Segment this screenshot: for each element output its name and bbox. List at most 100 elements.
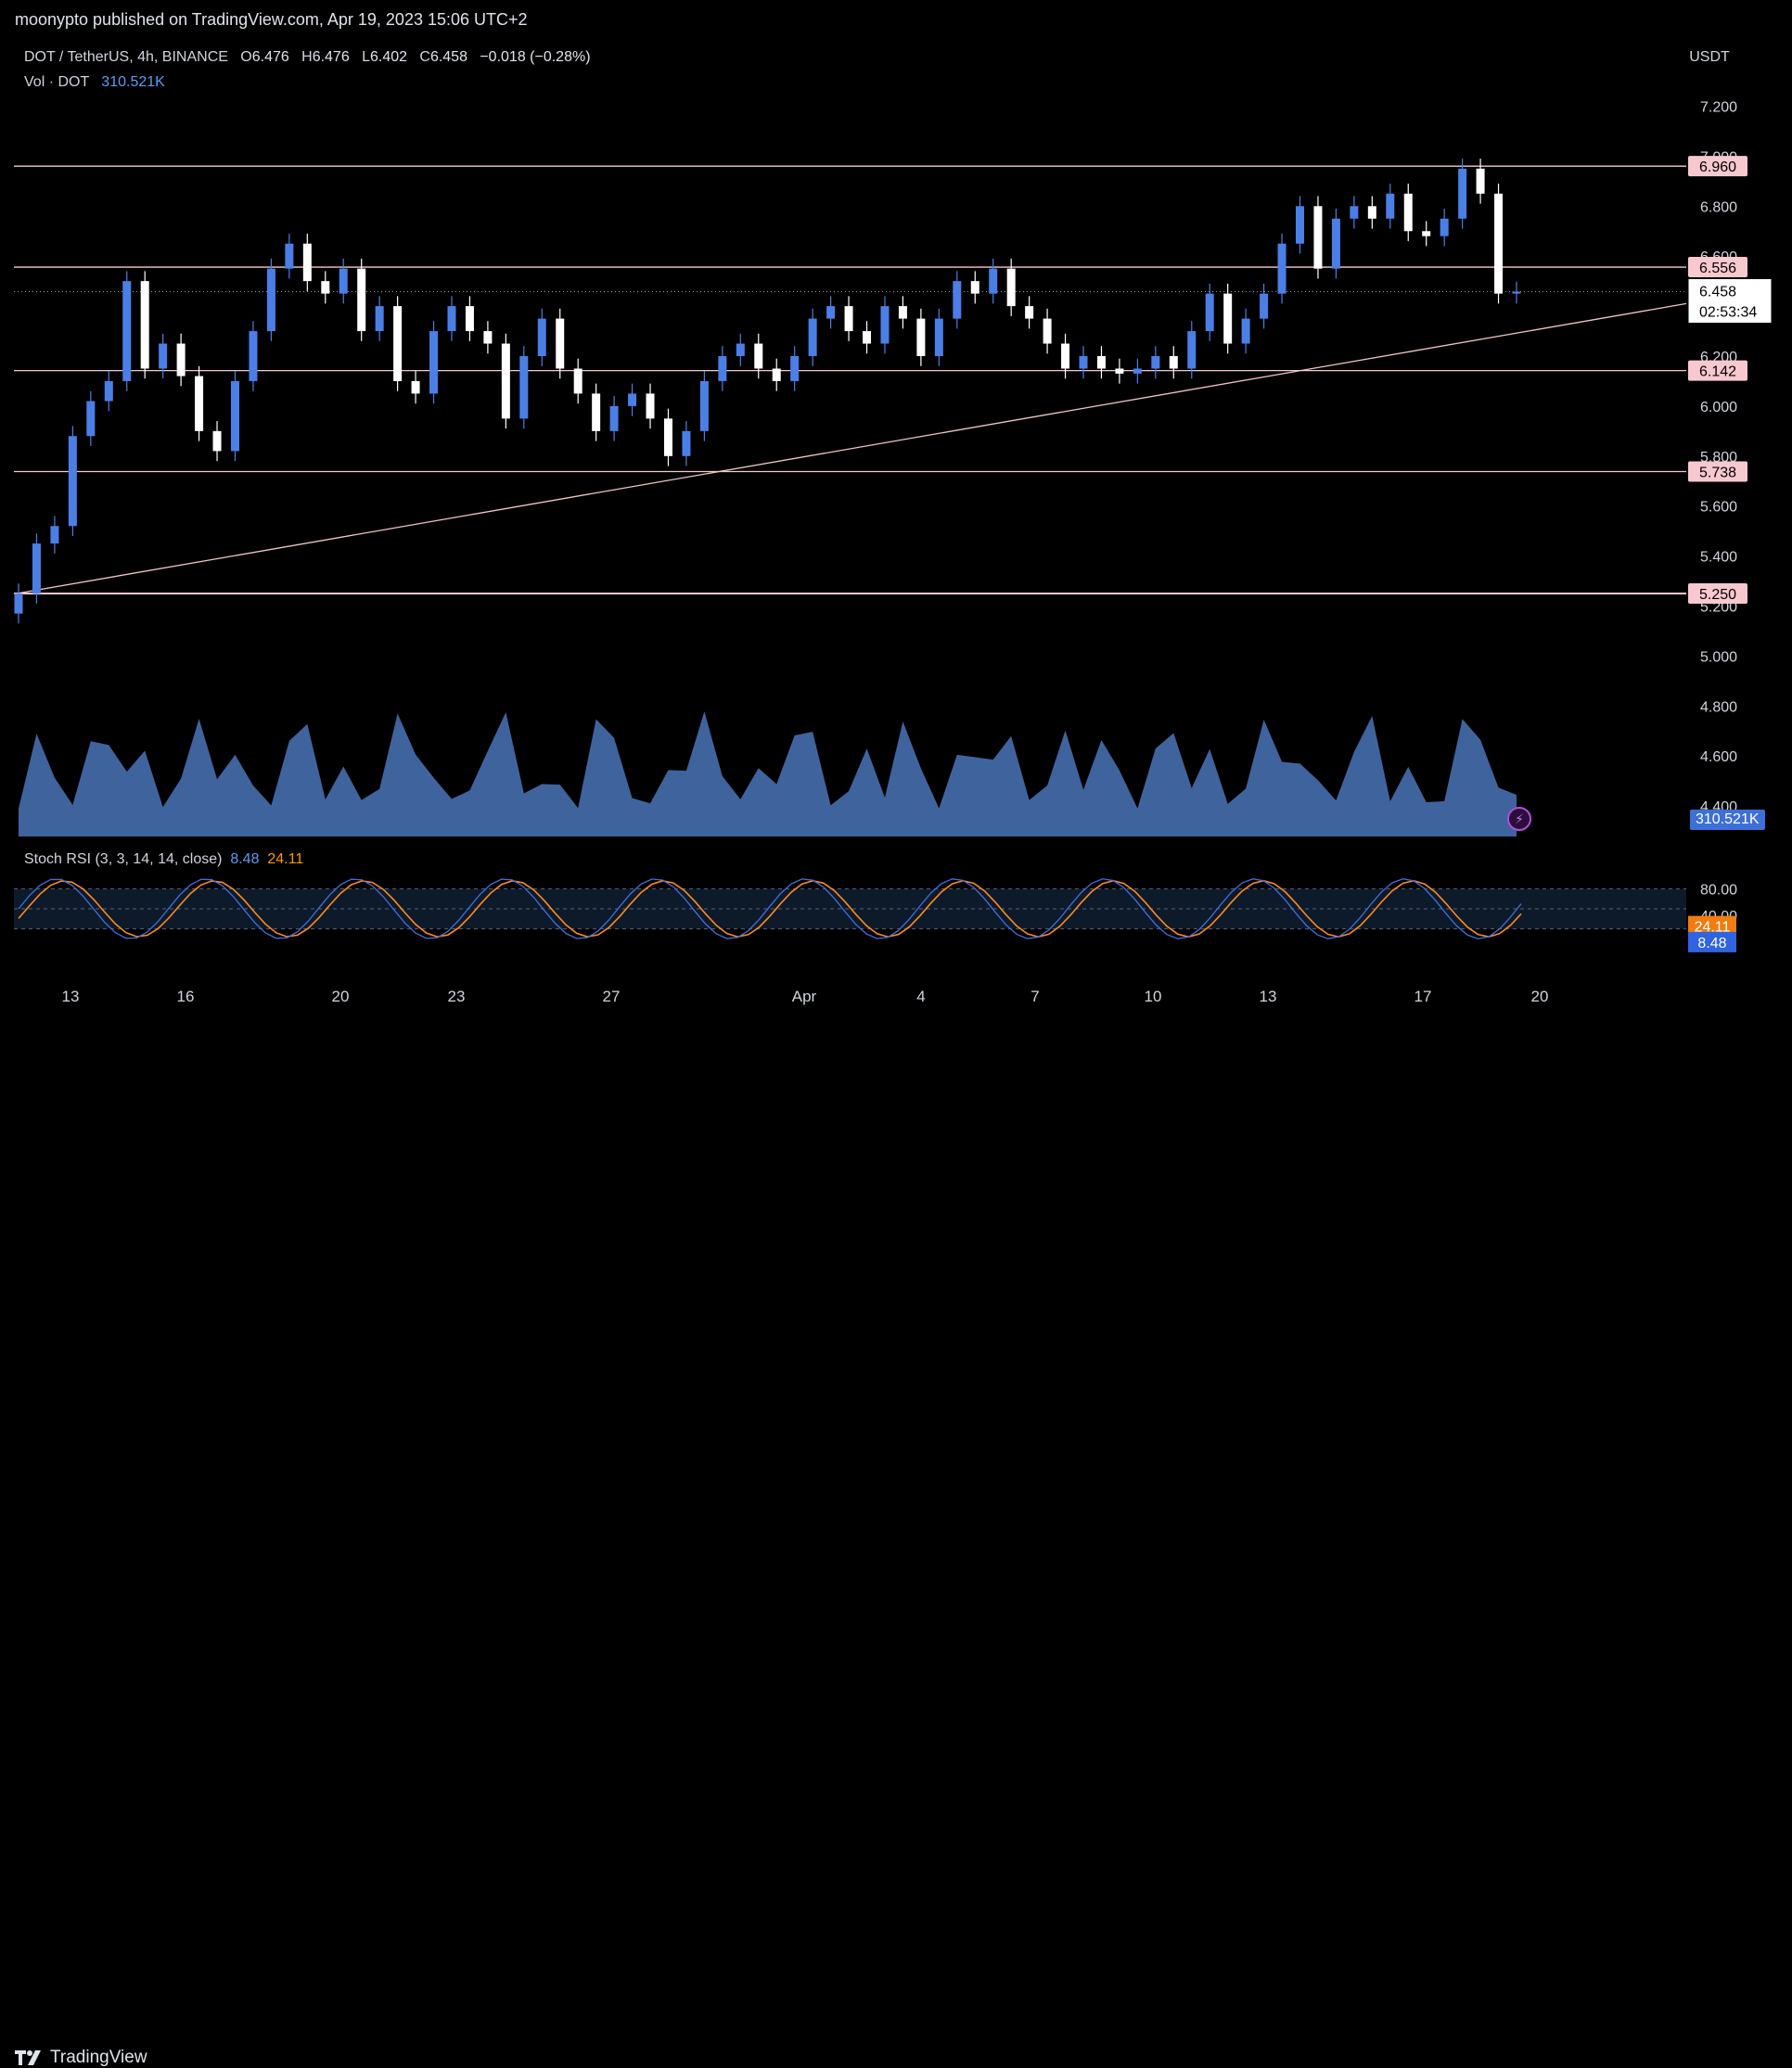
level-badge-label: 6.960 bbox=[1699, 160, 1736, 175]
candle bbox=[411, 371, 420, 404]
candle bbox=[1223, 283, 1233, 354]
candle-body bbox=[357, 268, 366, 332]
chart-canvas[interactable]: USDT7.2007.0006.8006.6006.4006.2006.0005… bbox=[0, 41, 1792, 1059]
candle-body bbox=[916, 318, 926, 356]
candle-body bbox=[249, 331, 258, 381]
candle-body bbox=[1205, 293, 1214, 332]
candle bbox=[1296, 196, 1305, 254]
time-tick: 16 bbox=[177, 988, 195, 1005]
candle bbox=[609, 396, 619, 441]
time-tick: 20 bbox=[1531, 988, 1549, 1005]
candle bbox=[573, 358, 582, 404]
candle-body bbox=[1223, 293, 1233, 344]
candle-body bbox=[321, 281, 330, 294]
candle-body bbox=[501, 343, 510, 419]
axis-tick: 5.600 bbox=[1700, 500, 1737, 516]
stoch-axis-tick: 80.00 bbox=[1700, 882, 1737, 898]
axis-tick: 5.400 bbox=[1700, 550, 1737, 566]
candle bbox=[68, 426, 77, 537]
candle bbox=[1169, 346, 1178, 379]
lightning-icon[interactable]: ⚡ bbox=[1507, 807, 1531, 831]
open-label: O bbox=[240, 49, 252, 65]
candle bbox=[989, 258, 998, 304]
time-tick: 23 bbox=[448, 988, 466, 1005]
level-badge bbox=[1688, 583, 1747, 605]
candle bbox=[465, 296, 474, 341]
candle bbox=[519, 346, 529, 429]
candle bbox=[429, 321, 439, 404]
candle bbox=[1458, 159, 1467, 229]
candle bbox=[1187, 321, 1197, 379]
candle bbox=[1241, 308, 1250, 354]
time-tick: 27 bbox=[603, 988, 621, 1005]
high-value: 6.476 bbox=[312, 49, 350, 65]
stoch-title[interactable]: Stoch RSI (3, 3, 14, 14, close) bbox=[24, 851, 223, 867]
candle-body bbox=[302, 243, 312, 282]
candle bbox=[212, 421, 222, 462]
time-tick: 7 bbox=[1030, 988, 1039, 1005]
candle bbox=[50, 516, 59, 554]
candle bbox=[285, 233, 294, 279]
stoch-d-badge bbox=[1688, 915, 1736, 937]
candle bbox=[1205, 283, 1214, 341]
candle bbox=[916, 308, 926, 366]
candle-body bbox=[1296, 206, 1305, 244]
candle-body bbox=[880, 306, 890, 344]
candle bbox=[826, 296, 836, 329]
candle-body bbox=[953, 281, 962, 319]
open-value: 6.476 bbox=[251, 49, 289, 65]
axis-tick: 4.800 bbox=[1700, 699, 1737, 715]
volume-value: 310.521K bbox=[101, 74, 165, 90]
volume-layer bbox=[19, 711, 1517, 836]
candle bbox=[195, 365, 204, 441]
candle-body bbox=[32, 543, 41, 594]
candle-body bbox=[573, 368, 582, 394]
symbol-title[interactable]: DOT / TetherUS, 4h, BINANCE bbox=[24, 49, 228, 65]
axis-tick: 6.000 bbox=[1700, 400, 1737, 415]
candle-body bbox=[1115, 368, 1124, 374]
candle-body bbox=[519, 356, 529, 419]
candle bbox=[592, 383, 601, 441]
candle bbox=[844, 296, 853, 341]
candle bbox=[140, 271, 149, 379]
volume-area bbox=[19, 711, 1517, 836]
candle-body bbox=[159, 343, 168, 369]
candle bbox=[393, 296, 403, 391]
candle-body bbox=[699, 380, 709, 431]
change-value: −0.018 (−0.28%) bbox=[480, 49, 591, 65]
stoch-band bbox=[14, 888, 1686, 929]
candle-body bbox=[140, 281, 149, 369]
candle-body bbox=[718, 356, 727, 381]
candle-body bbox=[195, 376, 204, 431]
candle-body bbox=[1350, 206, 1359, 219]
volume-title[interactable]: Vol · DOT bbox=[24, 74, 89, 90]
candle bbox=[104, 371, 113, 412]
axis-tick: 4.600 bbox=[1700, 749, 1737, 765]
candle-body bbox=[212, 430, 222, 452]
candle-body bbox=[970, 281, 979, 294]
candle bbox=[375, 296, 384, 341]
candle bbox=[537, 308, 546, 366]
volume-badge: 310.521K bbox=[1690, 810, 1765, 830]
candle-body bbox=[1458, 168, 1467, 219]
candle-body bbox=[375, 306, 384, 332]
level-badge-label: 6.556 bbox=[1699, 261, 1736, 276]
candle bbox=[1422, 221, 1431, 247]
candle-body bbox=[989, 268, 998, 294]
candle-body bbox=[790, 356, 800, 381]
candle-body bbox=[230, 380, 239, 452]
tradingview-logo[interactable]: TradingView bbox=[15, 2048, 147, 2068]
candle bbox=[1061, 333, 1070, 379]
candle bbox=[1386, 184, 1395, 229]
candle bbox=[1494, 184, 1504, 304]
candle bbox=[934, 308, 943, 366]
price-axis: USDT7.2007.0006.8006.6006.4006.2006.0005… bbox=[1687, 49, 1773, 952]
candle-body bbox=[1061, 343, 1070, 369]
candle bbox=[1006, 258, 1016, 316]
candle-body bbox=[1241, 318, 1250, 344]
candle-body bbox=[339, 268, 348, 294]
candle-body bbox=[1133, 368, 1142, 374]
candle-body bbox=[465, 306, 474, 332]
candle-body bbox=[898, 306, 907, 319]
stoch-k-line bbox=[18, 878, 1522, 940]
